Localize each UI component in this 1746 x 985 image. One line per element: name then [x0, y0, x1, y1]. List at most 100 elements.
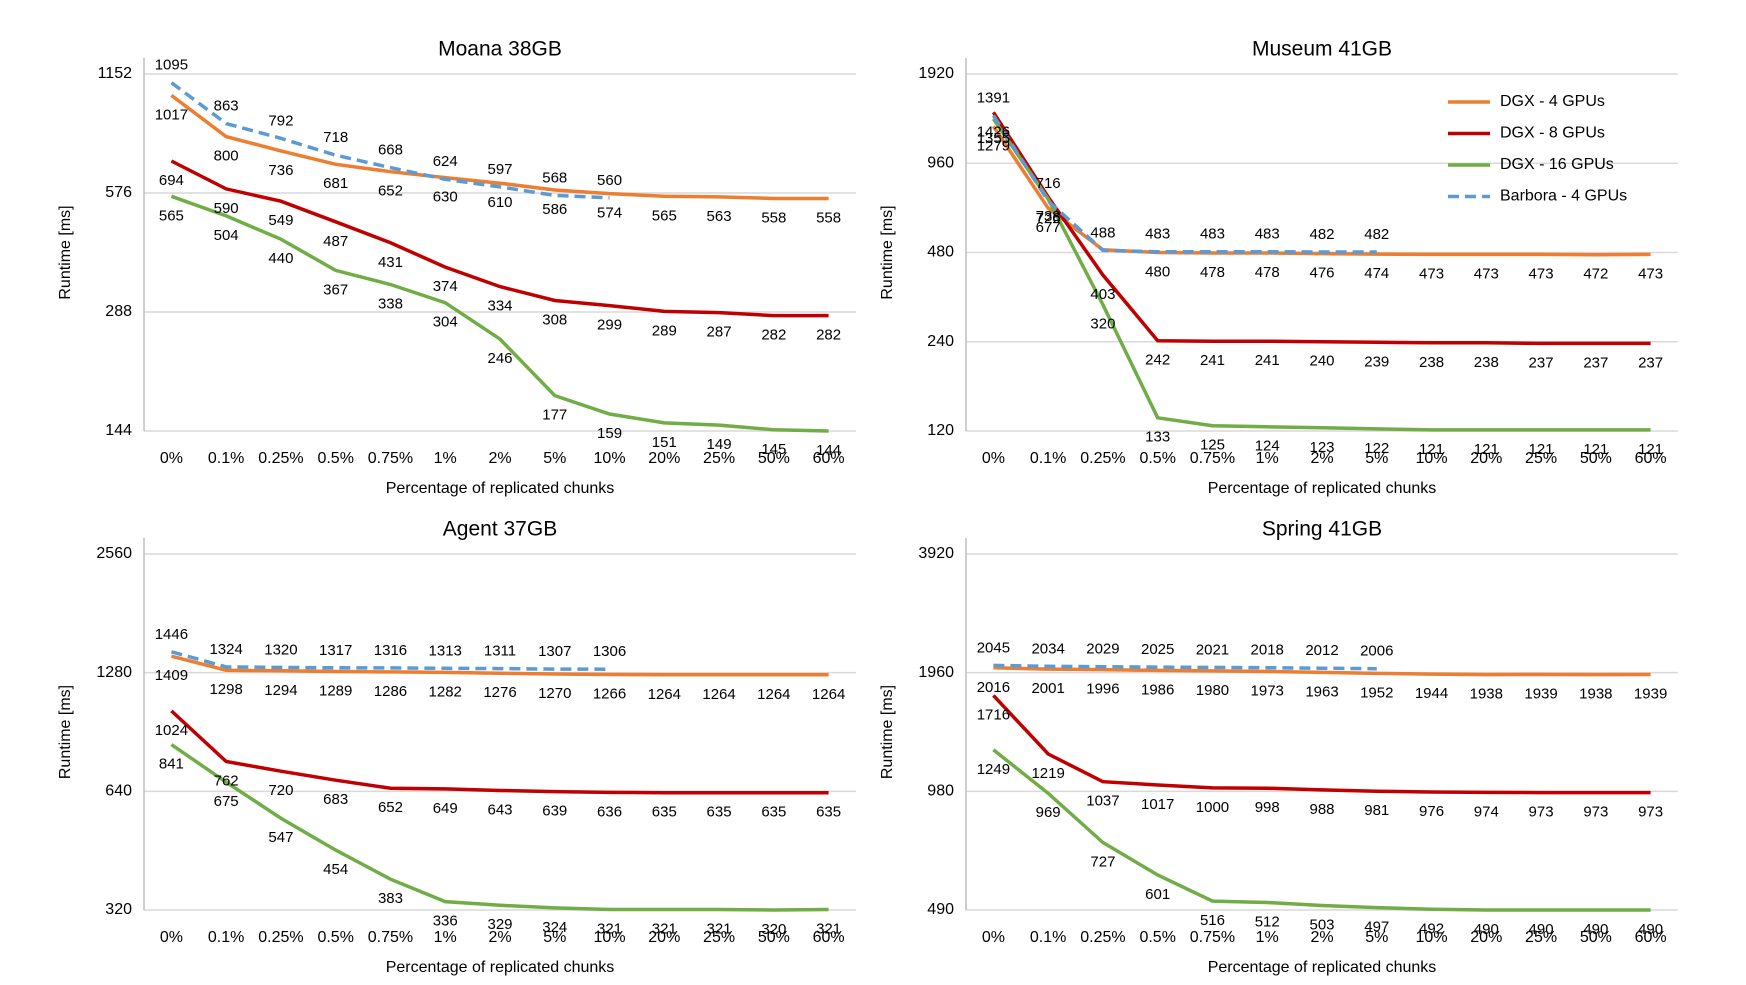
data-label: 675 — [214, 793, 239, 810]
x-tick-label: 0% — [982, 450, 1005, 467]
data-label: 677 — [1036, 219, 1061, 236]
data-label: 125 — [1200, 437, 1225, 454]
data-label: 1249 — [977, 761, 1010, 778]
series-line — [991, 111, 1651, 346]
data-label: 610 — [487, 194, 512, 211]
x-tick-label: 0.75% — [368, 450, 413, 467]
data-label: 630 — [433, 189, 458, 206]
data-label: 643 — [487, 802, 512, 819]
data-label: 1986 — [1141, 681, 1174, 698]
y-tick-label: 576 — [105, 184, 132, 201]
y-tick-label: 1960 — [918, 664, 954, 681]
data-label: 472 — [1583, 266, 1608, 283]
data-label: 565 — [159, 207, 184, 224]
data-label: 516 — [1200, 912, 1225, 929]
data-label: 1973 — [1251, 683, 1284, 700]
data-label: 597 — [487, 161, 512, 178]
x-tick-label: 0.25% — [258, 929, 303, 946]
legend-label: Barbora - 4 GPUs — [1500, 188, 1627, 205]
x-tick-label: 20% — [648, 450, 680, 467]
x-tick-label: 0.25% — [1080, 929, 1125, 946]
x-tick-label: 20% — [1470, 929, 1502, 946]
chart-panel: Moana 38GB 144 288 576 1152 0% 0.1% 0.25% 0.5% 0.… — [57, 38, 856, 497]
data-label: 1307 — [538, 643, 571, 660]
data-label: 973 — [1529, 804, 1554, 821]
x-tick-label: 25% — [703, 450, 735, 467]
x-tick-label: 1% — [434, 929, 457, 946]
x-tick-label: 50% — [1580, 929, 1612, 946]
data-label: 488 — [1090, 224, 1115, 241]
data-label: 237 — [1583, 354, 1608, 371]
data-label: 483 — [1145, 226, 1170, 243]
series-line — [170, 650, 610, 671]
x-tick-label: 0% — [160, 450, 183, 467]
data-label: 1426 — [977, 123, 1010, 140]
series-line — [170, 159, 829, 318]
legend-label: DGX - 16 GPUs — [1500, 156, 1614, 173]
chart-title: Moana 38GB — [438, 38, 562, 61]
x-tick-label: 0% — [982, 929, 1005, 946]
data-label: 321 — [707, 920, 732, 937]
x-tick-label: 25% — [703, 929, 735, 946]
data-label: 1266 — [593, 686, 626, 703]
y-tick-label: 240 — [927, 333, 954, 350]
x-tick-label: 0.5% — [1139, 450, 1175, 467]
data-label: 2016 — [977, 679, 1010, 696]
series-line — [170, 709, 829, 795]
data-label: 242 — [1145, 352, 1170, 369]
data-label: 1316 — [374, 642, 407, 659]
data-label: 1938 — [1470, 686, 1503, 703]
x-tick-label: 0.5% — [1139, 929, 1175, 946]
x-tick-label: 1% — [1256, 450, 1279, 467]
series-line — [992, 694, 1651, 795]
data-label: 2029 — [1086, 641, 1119, 658]
data-label: 1282 — [429, 683, 462, 700]
x-tick-label: 60% — [1635, 929, 1667, 946]
x-tick-label: 0.1% — [1030, 929, 1066, 946]
data-label: 238 — [1474, 354, 1499, 371]
x-tick-label: 2% — [488, 929, 511, 946]
data-label: 1409 — [155, 667, 188, 684]
y-tick-label: 144 — [105, 422, 132, 439]
data-label: 649 — [433, 800, 458, 817]
x-tick-label: 0.75% — [368, 929, 413, 946]
data-label: 241 — [1255, 352, 1280, 369]
data-label: 336 — [433, 913, 458, 930]
y-axis-label: Runtime [ms] — [879, 685, 896, 779]
series-line — [170, 81, 610, 200]
x-tick-label: 0.25% — [1080, 450, 1125, 467]
data-label: 503 — [1309, 916, 1334, 933]
y-tick-label: 640 — [105, 783, 132, 800]
data-label: 1286 — [374, 683, 407, 700]
y-tick-label: 1920 — [918, 65, 954, 82]
data-label: 1289 — [319, 682, 352, 699]
data-label: 1716 — [977, 706, 1010, 723]
data-label: 736 — [268, 162, 293, 179]
data-label: 720 — [268, 782, 293, 799]
data-label: 440 — [268, 250, 293, 267]
x-tick-label: 5% — [543, 929, 566, 946]
x-tick-label: 0.5% — [317, 450, 353, 467]
y-tick-label: 288 — [105, 303, 132, 320]
data-label: 2006 — [1360, 643, 1393, 660]
data-label: 121 — [1419, 441, 1444, 458]
data-label: 240 — [1309, 353, 1334, 370]
x-tick-label: 0.75% — [1190, 450, 1235, 467]
data-label: 800 — [214, 148, 239, 165]
data-label: 321 — [597, 920, 622, 937]
x-tick-label: 0.1% — [208, 450, 244, 467]
data-label: 490 — [1583, 921, 1608, 938]
data-label: 1996 — [1086, 681, 1119, 698]
data-label: 652 — [378, 183, 403, 200]
data-label: 683 — [323, 791, 348, 808]
x-tick-label: 0.5% — [317, 929, 353, 946]
data-label: 973 — [1583, 804, 1608, 821]
y-axis-label: Runtime [ms] — [879, 205, 896, 299]
data-label: 1944 — [1415, 685, 1448, 702]
data-label: 482 — [1309, 226, 1334, 243]
data-label: 635 — [652, 804, 677, 821]
data-label: 121 — [1583, 441, 1608, 458]
chart-panel: Museum 41GB 120 240 480 960 1920 0% 0.1% 0.25% 0.… — [879, 38, 1678, 497]
y-tick-label: 320 — [105, 901, 132, 918]
series-line — [993, 666, 1651, 677]
